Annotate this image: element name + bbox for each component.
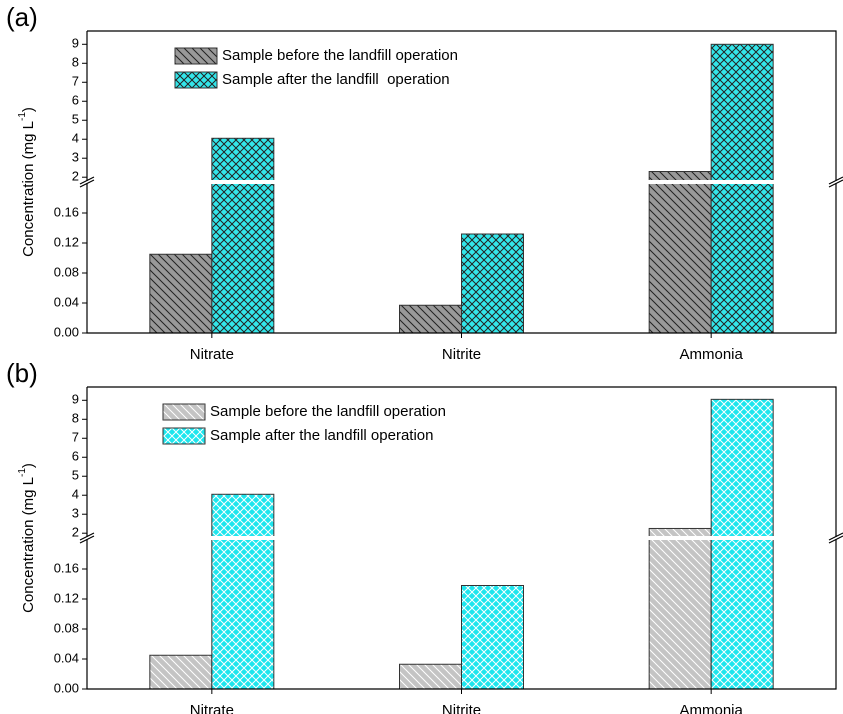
y-tick-label: 8 (72, 55, 79, 70)
bar (648, 527, 712, 690)
y-tick-label: 3 (72, 150, 79, 165)
panel-label: (a) (6, 2, 38, 32)
y-tick-label: 5 (72, 468, 79, 483)
y-tick-label: 2 (72, 525, 79, 540)
bar (211, 137, 275, 334)
bar (461, 233, 524, 334)
y-tick-label: 0.16 (54, 560, 79, 575)
y-tick-label: 3 (72, 506, 79, 521)
panel: (b) Concentration (mg L-1) Nitrate Nitrite A… (6, 358, 843, 714)
y-tick-label: 7 (72, 74, 79, 89)
y-tick-label: 9 (72, 392, 79, 407)
bar (648, 171, 712, 334)
axis-frame (86, 30, 837, 334)
axis-break-gap (86, 536, 837, 540)
y-tick-label: 8 (72, 411, 79, 426)
bar (149, 253, 213, 334)
bar (710, 398, 774, 690)
y-tick-label: 0.00 (54, 680, 79, 695)
y-tick-label: 0.04 (54, 650, 79, 665)
y-tick-label: 4 (72, 487, 79, 502)
y-axis-title-text: Concentration (mg L (20, 121, 37, 257)
x-tick-label: Nitrate (190, 702, 234, 714)
axis-frame (86, 386, 837, 690)
bar (461, 585, 524, 690)
legend-label: Sample before the landfill operation (210, 403, 446, 420)
bar (211, 493, 275, 690)
y-tick-label: 9 (72, 36, 79, 51)
y-tick-label: 0.08 (54, 620, 79, 635)
x-tick-label: Nitrate (190, 346, 234, 363)
axis-break-mark (79, 532, 95, 544)
legend-label: Sample after the landfill operation (210, 427, 433, 444)
axis-break-mark (79, 176, 95, 188)
y-tick-label: 6 (72, 93, 79, 108)
y-axis-title-sup: -1 (17, 468, 28, 477)
y-axis-title: Concentration (mg L-1) (17, 107, 37, 257)
bar (399, 663, 462, 690)
y-tick-label: 4 (72, 131, 79, 146)
y-tick-label: 0.08 (54, 264, 79, 279)
axis-break-gap (86, 180, 837, 184)
legend-label: Sample before the landfill operation (222, 47, 458, 64)
bar (149, 654, 213, 690)
y-tick-label: 5 (72, 112, 79, 127)
legend-swatch (174, 71, 218, 89)
y-tick-label: 0.12 (54, 234, 79, 249)
y-tick-label: 0.12 (54, 590, 79, 605)
y-tick-label: 2 (72, 169, 79, 184)
legend-swatch (174, 47, 218, 65)
panel-label: (b) (6, 358, 38, 388)
y-tick-label: 7 (72, 430, 79, 445)
y-tick-label: 0.16 (54, 204, 79, 219)
y-axis-title-sup: -1 (17, 112, 28, 121)
legend-swatch (162, 403, 206, 421)
y-axis-title: Concentration (mg L-1) (17, 463, 37, 613)
y-tick-label: 0.04 (54, 294, 79, 309)
bar (399, 304, 462, 334)
bar (710, 43, 774, 334)
legend-label: Sample after the landfill operation (222, 71, 450, 88)
panel: (a) Concentration (mg L-1) Nitrate Nitrite A… (6, 2, 843, 363)
axis-break-mark (828, 176, 843, 188)
y-axis-title-text: ) (20, 463, 37, 468)
x-tick-label: Nitrite (442, 702, 481, 714)
x-tick-label: Nitrite (442, 346, 481, 363)
x-tick-label: Ammonia (679, 346, 743, 363)
y-axis-title-text: ) (20, 107, 37, 112)
y-tick-label: 0.00 (54, 324, 79, 339)
x-tick-label: Ammonia (679, 702, 743, 714)
axis-break-mark (828, 532, 843, 544)
y-axis-title-text: Concentration (mg L (20, 477, 37, 613)
y-tick-label: 6 (72, 449, 79, 464)
legend-swatch (162, 427, 206, 445)
